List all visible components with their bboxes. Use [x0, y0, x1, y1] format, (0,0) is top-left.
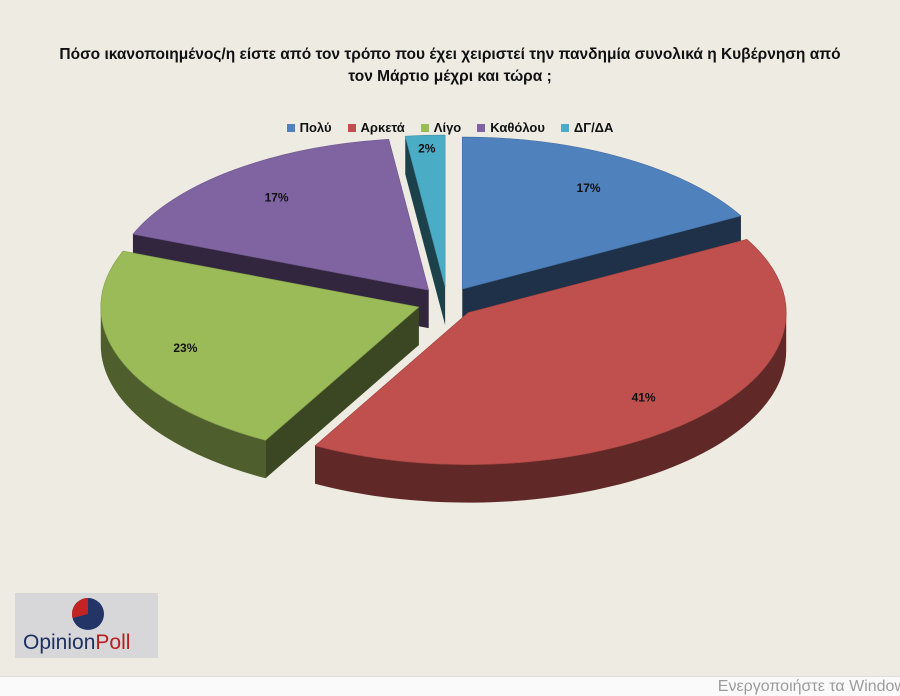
pie-slice-top [314, 239, 787, 465]
pie-data-label: 17% [577, 181, 601, 195]
pie-slice: 23% [100, 250, 420, 479]
legend-label: Λίγο [433, 120, 462, 135]
pie-slice: 41% [314, 239, 787, 503]
logo-text-opinion: Opinion [23, 631, 96, 654]
pie-slice-top [404, 134, 446, 288]
pie-data-label: 2% [418, 141, 436, 155]
chart-title-line1: Πόσο ικανοποιημένος/η είστε από τον τρόπ… [59, 46, 841, 63]
pie-slice-rim [315, 312, 787, 503]
legend-swatch [477, 123, 486, 132]
pie-data-label: 23% [173, 341, 197, 355]
pie-slice-top [461, 136, 742, 290]
taskbar-strip [0, 676, 900, 696]
legend-label: Αρκετά [360, 120, 405, 135]
legend-item-katholou: Καθόλου [477, 120, 545, 135]
pie-slice-wall [265, 307, 419, 479]
pie-slice: 2% [404, 134, 446, 326]
pie-slice-rim [100, 307, 266, 479]
legend-item-arketa: Αρκετά [347, 120, 405, 135]
windows-activation-watermark: Ενεργοποιήστε τα Window [717, 678, 900, 695]
chart-legend: Πολύ Αρκετά Λίγο Καθόλου ΔΓ/ΔΑ [0, 120, 900, 135]
logo-circle-icon [71, 598, 104, 630]
pie-slice-wall [405, 136, 446, 326]
legend-swatch [286, 123, 295, 132]
pie-data-label: 41% [632, 390, 656, 404]
legend-swatch [420, 123, 429, 132]
pie-data-label: 17% [265, 190, 289, 204]
chart-title-line2: τον Μάρτιο μέχρι και τώρα ; [348, 68, 552, 85]
legend-swatch [347, 123, 356, 132]
legend-label: Πολύ [299, 120, 332, 135]
legend-item-poly: Πολύ [286, 120, 332, 135]
pie-slice-top [100, 250, 420, 441]
logo-text-poll: Poll [95, 631, 131, 654]
opinionpoll-logo: OpinionPoll [15, 593, 158, 658]
legend-label: ΔΓ/ΔΑ [573, 120, 614, 135]
chart-title: Πόσο ικανοποιημένος/η είστε από τον τρόπ… [40, 44, 860, 88]
legend-item-dgda: ΔΓ/ΔΑ [560, 120, 614, 135]
legend-label: Καθόλου [490, 120, 545, 135]
legend-swatch [560, 123, 569, 132]
logo-text: OpinionPoll [23, 631, 130, 655]
pie-slice-top [132, 139, 430, 291]
legend-item-ligo: Λίγο [420, 120, 462, 135]
